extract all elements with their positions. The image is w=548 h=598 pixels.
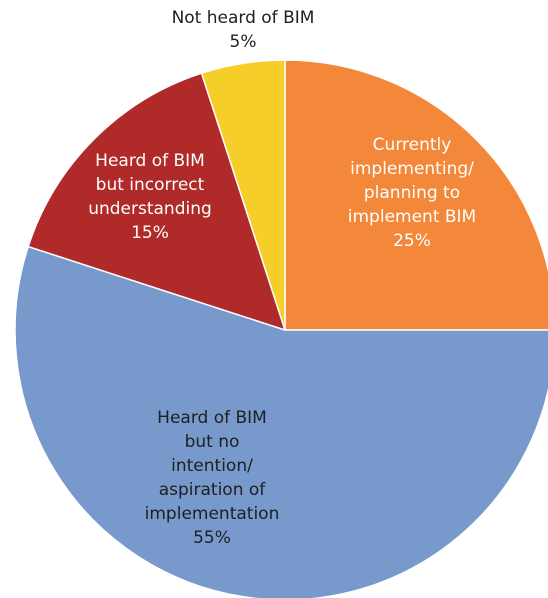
slice-value-label: 25% <box>393 231 431 251</box>
slice-label-line: implementation <box>145 504 280 524</box>
slice-label-line: Heard of BIM <box>95 151 205 171</box>
slice-label-line: Currently <box>373 135 452 155</box>
slice-value-label: 5% <box>230 32 257 52</box>
slice-label-line: Heard of BIM <box>157 408 267 428</box>
slice-label-line: intention/ <box>171 456 253 476</box>
slice-label-line: but no <box>185 432 240 452</box>
pie-slices <box>15 60 548 598</box>
slice-label-line: aspiration of <box>159 480 267 500</box>
slice-label-line: Not heard of BIM <box>172 8 315 28</box>
slice-label-line: planning to <box>364 183 460 203</box>
slice-label-line: but incorrect <box>96 175 205 195</box>
slice-label-line: implement BIM <box>348 207 476 227</box>
slice-value-label: 15% <box>131 223 169 243</box>
slice-value-label: 55% <box>193 528 231 548</box>
slice-label-line: understanding <box>88 199 212 219</box>
slice-label-line: implementing/ <box>350 159 474 179</box>
slice-label-3: Not heard of BIM 5% <box>172 8 315 52</box>
